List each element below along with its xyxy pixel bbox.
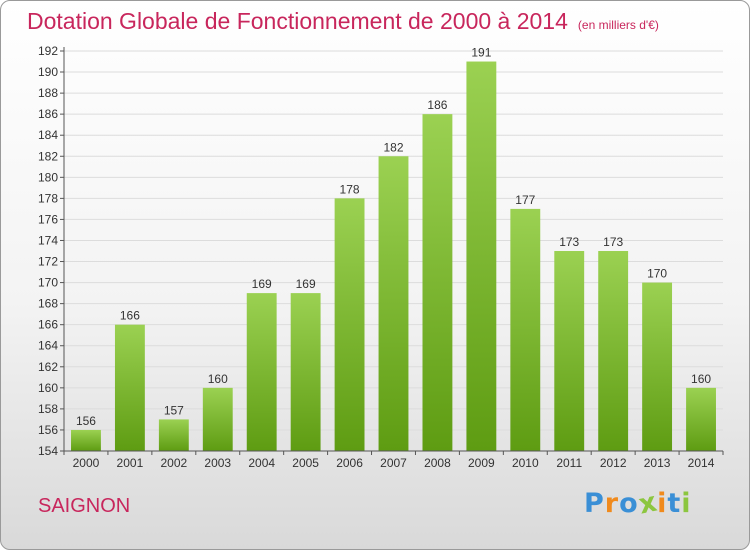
y-tick-label: 164 [38, 339, 58, 353]
x-tick-label-2006: 2006 [336, 456, 363, 470]
x-tick-label-2002: 2002 [160, 456, 187, 470]
bar-2008 [422, 114, 453, 451]
y-tick-label: 190 [38, 65, 58, 79]
data-label-2013: 170 [647, 267, 667, 281]
data-label-2014: 160 [691, 372, 711, 386]
y-axis: 154 156 158 160 162 164 166 168 170 172 174 176 178 1… [38, 44, 65, 458]
bar-2009 [466, 61, 497, 452]
x-tick-label-2005: 2005 [292, 456, 319, 470]
y-tick-label: 158 [38, 402, 58, 416]
x-tick-label-2004: 2004 [248, 456, 275, 470]
logo-letter: t [667, 488, 682, 519]
bar-2014 [686, 387, 716, 451]
chart-title-text: Dotation Globale de Fonctionnement de 20… [27, 8, 568, 34]
y-tick-label: 178 [38, 191, 58, 205]
y-tick-label: 154 [38, 444, 58, 458]
bar-2010 [510, 208, 541, 451]
y-tick-label: 172 [38, 255, 58, 269]
data-labels: 156 166 157 160 169 169 178 182 186 191 177 173 173 1… [76, 46, 711, 428]
x-axis: 2000 2001 2002 2003 2004 2005 2006 2007 2008 2009… [63, 450, 724, 470]
data-label-2009: 191 [471, 46, 491, 60]
bar-2000 [71, 429, 101, 451]
bar-2004 [246, 293, 277, 451]
data-label-2001: 166 [120, 309, 140, 323]
bar-2007 [378, 156, 409, 451]
y-tick-label: 168 [38, 297, 58, 311]
logo-letter: r [604, 488, 620, 519]
data-label-2008: 186 [427, 98, 447, 112]
x-tick-label-2007: 2007 [380, 456, 407, 470]
y-tick-label: 180 [38, 170, 58, 184]
y-tick-label: 184 [38, 128, 58, 142]
bar-2012 [598, 251, 629, 451]
data-label-2012: 173 [603, 235, 623, 249]
x-tick-label-2000: 2000 [73, 456, 100, 470]
bar-2003 [202, 387, 233, 451]
data-label-2004: 169 [252, 277, 272, 291]
y-tick-label: 188 [38, 86, 58, 100]
bars [71, 61, 716, 452]
logo-letter: P [584, 488, 605, 519]
chart-title: Dotation Globale de Fonctionnement de 20… [27, 8, 659, 35]
data-label-2006: 178 [340, 182, 360, 196]
data-label-2005: 169 [296, 277, 316, 291]
x-tick-label-2009: 2009 [468, 456, 495, 470]
data-label-2003: 160 [208, 372, 228, 386]
bar-2002 [158, 419, 189, 451]
y-tick-label: 176 [38, 212, 58, 226]
data-label-2007: 182 [383, 140, 403, 154]
data-label-2011: 173 [559, 235, 579, 249]
y-tick-label: 162 [38, 360, 58, 374]
commune-name: SAIGNON [38, 495, 131, 517]
logo-letter: i [681, 488, 692, 519]
logo-letter: i [657, 488, 668, 519]
x-tick-label-2001: 2001 [117, 456, 144, 470]
y-tick-label: 182 [38, 149, 58, 163]
data-label-2002: 157 [164, 403, 184, 417]
x-tick-label-2008: 2008 [424, 456, 451, 470]
x-tick-label-2013: 2013 [644, 456, 671, 470]
y-tick-label: 186 [38, 107, 58, 121]
x-tick-label-2011: 2011 [556, 456, 582, 470]
x-tick-label-2014: 2014 [688, 456, 715, 470]
bar-2013 [642, 282, 673, 451]
bar-2005 [290, 293, 321, 451]
y-tick-label: 166 [38, 318, 58, 332]
y-tick-label: 156 [38, 423, 58, 437]
bar-2001 [114, 324, 145, 451]
y-tick-label: 192 [38, 44, 58, 58]
x-tick-label-2010: 2010 [512, 456, 539, 470]
y-tick-label: 174 [38, 233, 58, 247]
data-label-2010: 177 [515, 193, 535, 207]
bar-2006 [334, 198, 365, 451]
y-tick-label: 170 [38, 276, 58, 290]
logo-letter: o [619, 488, 639, 519]
x-tick-label-2012: 2012 [600, 456, 627, 470]
x-tick-label-2003: 2003 [204, 456, 231, 470]
data-label-2000: 156 [76, 414, 96, 428]
chart-subtitle: (en milliers d'€) [577, 18, 659, 32]
y-tick-label: 160 [38, 381, 58, 395]
bar-2011 [554, 251, 585, 451]
proxiti-logo: Proxiti [584, 486, 692, 520]
